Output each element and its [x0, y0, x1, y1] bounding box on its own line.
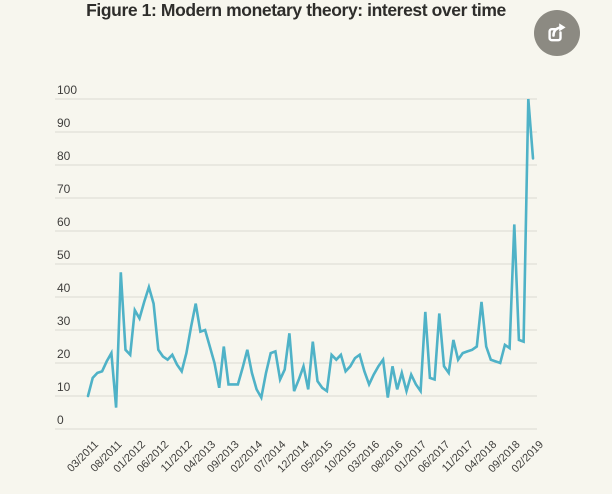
y-tick-label: 0	[57, 413, 64, 427]
share-icon	[544, 20, 570, 46]
y-tick-label: 70	[57, 182, 71, 196]
y-tick-label: 60	[57, 215, 71, 229]
figure-title: Figure 1: Modern monetary theory: intere…	[86, 0, 506, 20]
y-tick-label: 50	[57, 248, 71, 262]
y-tick-label: 40	[57, 281, 71, 295]
y-tick-label: 100	[57, 83, 77, 97]
y-tick-label: 10	[57, 380, 71, 394]
share-button[interactable]	[534, 10, 580, 56]
y-tick-label: 90	[57, 116, 71, 130]
y-tick-label: 20	[57, 347, 71, 361]
y-tick-label: 80	[57, 149, 71, 163]
interest-series-line	[86, 98, 535, 408]
y-tick-label: 30	[57, 314, 71, 328]
